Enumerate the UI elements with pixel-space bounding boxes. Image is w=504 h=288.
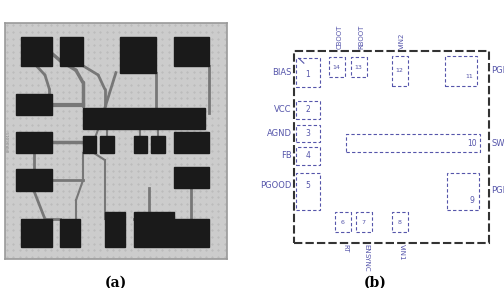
- Bar: [351, 57, 367, 77]
- Bar: [392, 56, 408, 86]
- Text: (b): (b): [364, 276, 387, 288]
- Bar: [296, 58, 320, 87]
- Text: PGOOD: PGOOD: [260, 181, 291, 190]
- Text: SW: SW: [491, 139, 504, 147]
- Text: RBOOT: RBOOT: [359, 25, 365, 49]
- Text: SYNC: SYNC: [363, 253, 369, 272]
- Bar: [173, 37, 209, 66]
- Text: 7: 7: [362, 220, 365, 225]
- Bar: [296, 173, 320, 210]
- Bar: [356, 212, 372, 232]
- Bar: [83, 108, 205, 129]
- Text: 12: 12: [396, 69, 403, 73]
- Bar: [16, 94, 51, 115]
- Bar: [445, 56, 477, 86]
- Text: CBOOT: CBOOT: [337, 25, 342, 49]
- Bar: [134, 137, 147, 153]
- Text: VIN2: VIN2: [400, 33, 405, 49]
- Bar: [294, 51, 489, 243]
- Bar: [329, 57, 345, 77]
- Text: 9: 9: [469, 196, 474, 205]
- Bar: [21, 37, 51, 66]
- Bar: [173, 167, 209, 188]
- Text: VIN1: VIN1: [400, 244, 405, 260]
- Text: BIAS: BIAS: [272, 68, 291, 77]
- Text: 11: 11: [466, 74, 473, 79]
- Bar: [335, 212, 351, 232]
- Bar: [105, 212, 125, 247]
- Bar: [16, 169, 51, 191]
- Bar: [134, 212, 173, 247]
- Text: 14: 14: [333, 65, 340, 70]
- Bar: [151, 137, 165, 153]
- Bar: [296, 101, 320, 119]
- Bar: [173, 219, 209, 247]
- Text: FB: FB: [281, 151, 291, 160]
- Bar: [60, 219, 81, 247]
- Text: 13: 13: [355, 65, 362, 70]
- Bar: [447, 173, 479, 210]
- Bar: [173, 132, 209, 153]
- Bar: [120, 37, 156, 73]
- Text: 6: 6: [341, 220, 345, 225]
- Bar: [392, 212, 408, 232]
- Text: LMR36015: LMR36015: [6, 130, 10, 152]
- Bar: [346, 134, 480, 152]
- Bar: [21, 219, 51, 247]
- Text: 1: 1: [306, 71, 310, 79]
- Text: VCC: VCC: [274, 105, 291, 114]
- Text: PGND1: PGND1: [491, 186, 504, 195]
- Bar: [296, 125, 320, 142]
- Bar: [16, 132, 51, 153]
- Text: EN: EN: [363, 244, 369, 253]
- Bar: [296, 147, 320, 165]
- Text: 5: 5: [305, 181, 310, 190]
- Text: 8: 8: [398, 220, 401, 225]
- Bar: [60, 37, 83, 66]
- Text: 2: 2: [306, 105, 310, 114]
- Text: PGND2: PGND2: [491, 67, 504, 75]
- Bar: [100, 137, 114, 153]
- Bar: [83, 137, 96, 153]
- Text: 4: 4: [305, 151, 310, 160]
- Text: AGND: AGND: [267, 129, 291, 138]
- Text: (a): (a): [105, 276, 127, 288]
- Text: ~: ~: [371, 286, 380, 288]
- Text: 10: 10: [467, 139, 477, 147]
- Text: RT: RT: [343, 244, 349, 252]
- Text: 3: 3: [305, 129, 310, 138]
